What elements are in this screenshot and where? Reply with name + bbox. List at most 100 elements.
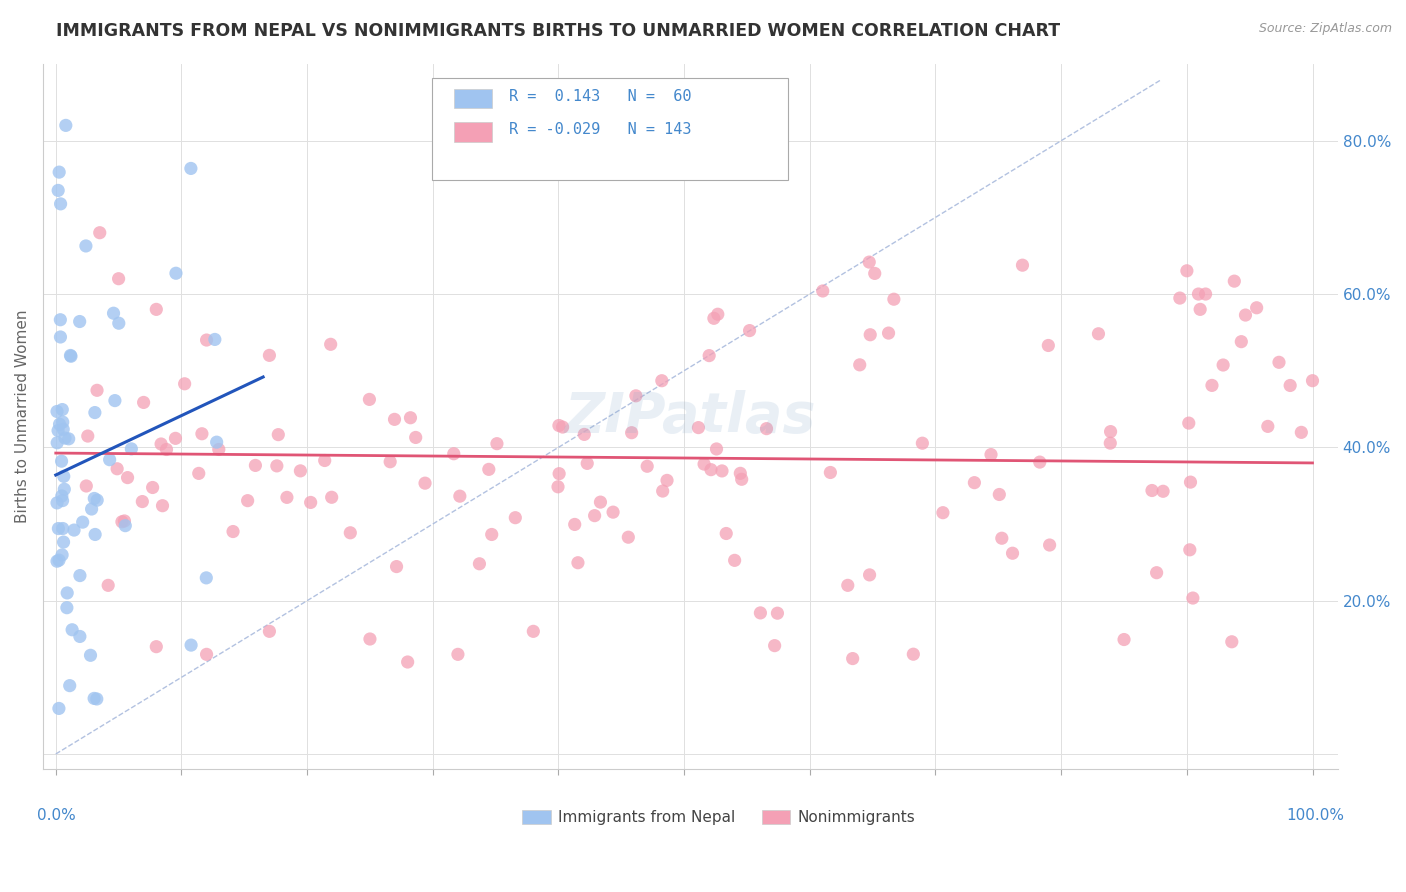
Point <box>83 491 105 506</box>
Point <box>877 326 900 340</box>
Point <box>86 692 108 706</box>
Point <box>165 266 187 280</box>
Point <box>49 330 72 344</box>
Point <box>53 431 76 445</box>
Point <box>319 337 342 351</box>
Point <box>1257 419 1279 434</box>
Text: R = -0.029   N = 143: R = -0.029 N = 143 <box>509 122 692 136</box>
Point <box>1146 566 1168 580</box>
Point <box>731 472 754 486</box>
Point <box>105 462 128 476</box>
Point <box>314 453 336 467</box>
Point <box>485 436 508 450</box>
Point <box>69 630 91 644</box>
Point <box>1140 483 1163 498</box>
Point <box>132 395 155 409</box>
Point <box>576 456 599 470</box>
Point <box>165 431 187 445</box>
Point <box>131 494 153 508</box>
Point <box>385 559 408 574</box>
Point <box>1001 546 1024 560</box>
Point <box>69 568 91 582</box>
Point <box>75 239 97 253</box>
Point <box>120 442 142 456</box>
Point <box>142 481 165 495</box>
Point <box>567 556 589 570</box>
Point <box>80 502 103 516</box>
Point <box>52 422 75 436</box>
Point <box>173 376 195 391</box>
Text: Immigrants from Nepal: Immigrants from Nepal <box>558 810 735 824</box>
Point <box>1234 308 1257 322</box>
Point <box>481 527 503 541</box>
Point <box>56 600 79 615</box>
Point <box>932 506 955 520</box>
Point <box>339 525 361 540</box>
Point <box>236 493 259 508</box>
Point <box>858 568 880 582</box>
Point <box>863 267 886 281</box>
Point <box>359 392 381 407</box>
Point <box>963 475 986 490</box>
Point <box>413 476 436 491</box>
Point <box>63 523 86 537</box>
FancyBboxPatch shape <box>454 88 492 109</box>
Point <box>53 482 76 496</box>
Point <box>716 526 738 541</box>
Point <box>911 436 934 450</box>
Point <box>49 312 72 326</box>
Point <box>449 489 471 503</box>
Point <box>620 425 643 440</box>
Point <box>56 586 79 600</box>
Point <box>46 404 69 418</box>
Point <box>1194 287 1216 301</box>
Point <box>114 514 136 528</box>
Point <box>59 348 82 362</box>
Point <box>1178 542 1201 557</box>
Point <box>48 417 70 432</box>
Point <box>1011 258 1033 272</box>
Point <box>841 651 863 665</box>
Point <box>655 474 678 488</box>
Point <box>59 679 82 693</box>
Point <box>1099 436 1122 450</box>
Point <box>1087 326 1109 341</box>
Point <box>396 655 419 669</box>
Point <box>276 491 298 505</box>
Point <box>84 527 107 541</box>
Point <box>700 463 723 477</box>
Point <box>46 496 69 510</box>
Text: 100.0%: 100.0% <box>1286 808 1344 823</box>
Point <box>1038 338 1060 352</box>
Point <box>83 406 105 420</box>
Point <box>107 271 129 285</box>
Point <box>98 452 121 467</box>
Point <box>114 518 136 533</box>
Point <box>848 358 870 372</box>
Point <box>49 197 72 211</box>
Point <box>245 458 267 473</box>
Text: ZIPatlas: ZIPatlas <box>565 390 815 443</box>
Point <box>1178 416 1201 430</box>
Point <box>624 389 647 403</box>
Point <box>602 505 624 519</box>
Point <box>46 183 69 197</box>
Point <box>711 464 734 478</box>
Point <box>522 624 544 639</box>
Point <box>1220 634 1243 648</box>
Point <box>79 648 101 663</box>
Point <box>111 515 134 529</box>
FancyBboxPatch shape <box>432 78 787 180</box>
Point <box>505 510 527 524</box>
Point <box>1230 334 1253 349</box>
Point <box>1029 455 1052 469</box>
Point <box>51 548 73 562</box>
Point <box>299 495 322 509</box>
Point <box>688 420 710 434</box>
Point <box>1180 475 1202 489</box>
Point <box>86 493 108 508</box>
Point <box>706 442 728 456</box>
Point <box>145 302 167 317</box>
Point <box>1279 378 1302 392</box>
Point <box>72 515 94 529</box>
